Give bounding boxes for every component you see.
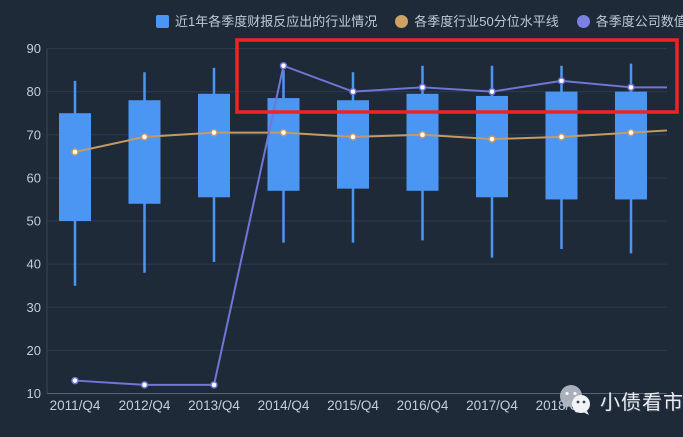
candlestick-box — [59, 113, 91, 221]
x-tick-label: 2013/Q4 — [188, 398, 240, 413]
data-point — [557, 133, 566, 141]
data-point — [210, 128, 218, 137]
y-tick-label: 50 — [27, 214, 41, 229]
y-tick-label: 30 — [27, 300, 41, 315]
chart-legend: 近1年各季度财报反应出的行业情况 各季度行业50分位水平线 各季度公司数值 — [156, 14, 683, 29]
candlestick-box — [337, 100, 369, 189]
data-point — [418, 83, 427, 92]
wechat-icon — [560, 385, 590, 415]
y-tick-label: 40 — [27, 257, 41, 272]
data-point — [488, 87, 496, 96]
data-point — [557, 77, 566, 85]
data-point — [627, 128, 635, 137]
data-point — [418, 131, 427, 139]
data-point — [349, 87, 357, 96]
watermark-text: 小债看市 — [600, 391, 683, 414]
data-point — [488, 135, 496, 143]
x-axis-labels: 2011/Q4 2012/Q4 2013/Q4 2014/Q4 2015/Q4 2016/… — [50, 398, 588, 413]
y-tick-label: 90 — [27, 41, 41, 56]
y-axis-labels: 90 80 70 60 50 40 30 20 10 — [27, 41, 41, 401]
company-count-line-series — [71, 62, 667, 389]
data-point — [279, 62, 288, 70]
x-tick-label: 2011/Q4 — [50, 398, 101, 413]
candlestick-box — [198, 93, 230, 198]
legend-item-industry-boxes[interactable]: 近1年各季度财报反应出的行业情况 — [156, 14, 377, 29]
purple-dot-icon — [576, 15, 590, 28]
data-point — [279, 128, 288, 137]
legend-item-50th-percentile-line[interactable]: 各季度行业50分位水平线 — [395, 14, 559, 29]
x-tick-label: 2014/Q4 — [258, 398, 310, 413]
y-tick-label: 60 — [27, 170, 41, 185]
legend-label: 各季度行业50分位水平线 — [414, 14, 559, 29]
data-point — [627, 83, 635, 92]
median-50th-percentile-line-series — [71, 128, 668, 156]
orange-dot-icon — [395, 15, 409, 28]
data-point — [140, 133, 149, 141]
watermark: 小债看市 — [557, 383, 683, 417]
y-tick-label: 80 — [27, 84, 41, 99]
candlestick-box — [615, 91, 647, 200]
x-tick-label: 2012/Q4 — [119, 398, 171, 413]
legend-item-company-count-line[interactable]: 各季度公司数值 — [576, 14, 683, 29]
candlestick-box — [406, 93, 439, 191]
y-tick-label: 10 — [27, 386, 41, 401]
x-tick-label: 2015/Q4 — [327, 398, 379, 413]
y-tick-label: 20 — [27, 343, 41, 358]
blue-square-icon — [156, 15, 169, 28]
y-tick-label: 70 — [27, 127, 41, 142]
data-point — [140, 381, 149, 389]
highlight-rectangle — [235, 38, 679, 114]
candlestick-box — [128, 100, 161, 204]
candlestick-series — [59, 63, 647, 286]
x-tick-label: 2017/Q4 — [466, 398, 518, 413]
data-point — [71, 148, 79, 156]
candlestick-box — [545, 91, 578, 200]
data-point — [210, 381, 218, 389]
data-point — [71, 376, 79, 385]
x-tick-label: 2016/Q4 — [397, 398, 449, 413]
legend-label: 各季度公司数值 — [595, 14, 683, 29]
legend-label: 近1年各季度财报反应出的行业情况 — [175, 14, 378, 29]
data-point — [349, 133, 357, 141]
